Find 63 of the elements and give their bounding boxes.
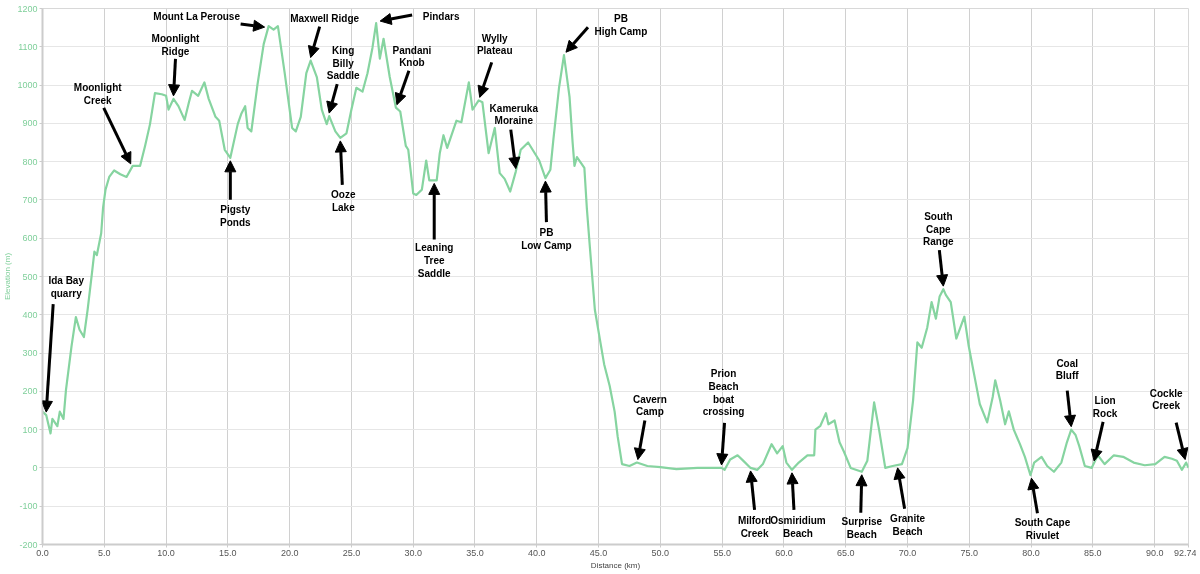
x-tick-label: 0.0 (36, 547, 49, 558)
annotation: Kameruka Moraine (489, 102, 539, 127)
annotation: Pigsty Ponds (220, 203, 252, 228)
annotation: Osmiridium Beach (770, 515, 826, 539)
y-axis-title: Elevation (m) (3, 252, 13, 301)
y-tick-label: 1100 (18, 41, 38, 52)
x-tick-label: 60.0 (775, 547, 793, 558)
annotation: Lion Rock (1092, 395, 1118, 419)
y-tick-label: -200 (19, 539, 38, 550)
annotation: Moonlight Creek (73, 82, 123, 106)
y-tick-label: 300 (22, 348, 38, 359)
annotation: PB Low Camp (521, 227, 572, 251)
x-tick-label: 90.0 (1145, 547, 1164, 558)
y-tick-label: 600 (22, 233, 38, 244)
x-tick-label: 45.0 (589, 547, 608, 558)
annotation: Surprise Beach (841, 515, 883, 540)
annotation: King Billy Saddle (326, 44, 361, 82)
y-tick-label: 100 (22, 424, 38, 435)
x-tick-label: 55.0 (713, 547, 731, 558)
x-tick-label: 10.0 (157, 547, 175, 558)
y-tick-label: 0 (32, 462, 38, 473)
annotation: Pindars (422, 10, 460, 22)
annotation: South Cape Range (923, 210, 955, 248)
x-tick-label: 15.0 (219, 547, 237, 558)
y-tick-label: 400 (22, 309, 38, 320)
y-tick-label: 800 (22, 156, 38, 167)
x-tick-label: 5.0 (98, 547, 111, 558)
y-tick-label: 1200 (17, 3, 38, 14)
annotation: Mount La Perouse (153, 10, 241, 22)
annotation: Milford Creek (737, 515, 772, 539)
x-tick-label: 92.74 (1173, 547, 1197, 558)
annotation: South Cape Rivulet (1014, 517, 1071, 542)
y-tick-label: 200 (22, 386, 38, 397)
x-tick-label: 25.0 (342, 547, 361, 558)
annotation: Moonlight Ridge (151, 33, 201, 57)
annotation: Pandani Knob (392, 44, 432, 69)
x-tick-label: 80.0 (1022, 547, 1040, 558)
annotation: Leaning Tree Saddle (415, 242, 454, 279)
annotation: Cavern Camp (632, 393, 667, 418)
annotation: Granite Beach (890, 513, 926, 537)
y-tick-label: 900 (22, 118, 38, 129)
annotation: Wylly Plateau (476, 32, 513, 57)
x-tick-label: 50.0 (651, 547, 670, 558)
x-tick-label: 35.0 (466, 547, 484, 558)
x-tick-label: 40.0 (528, 547, 546, 558)
annotation: Prion Beach boat crossing (702, 368, 745, 418)
annotation: Cockle Creek (1149, 387, 1183, 412)
x-tick-label: 20.0 (280, 547, 299, 558)
x-tick-label: 30.0 (404, 547, 422, 558)
annotation: Ida Bay quarry (48, 275, 85, 299)
x-tick-label: 85.0 (1084, 547, 1102, 558)
x-tick-label: 70.0 (898, 547, 917, 558)
y-tick-label: 1000 (17, 80, 38, 91)
annotation: Ooze Lake (331, 189, 356, 213)
y-tick-label: -100 (19, 501, 38, 512)
y-tick-label: 500 (22, 271, 38, 282)
annotation: PB High Camp (594, 13, 648, 38)
annotation: Maxwell Ridge (290, 13, 360, 25)
y-tick-label: 700 (22, 194, 38, 205)
annotation: Coal Bluff (1055, 357, 1080, 382)
x-axis-title: Distance (km) (590, 560, 641, 570)
x-tick-label: 65.0 (836, 547, 855, 558)
x-tick-label: 75.0 (960, 547, 979, 558)
